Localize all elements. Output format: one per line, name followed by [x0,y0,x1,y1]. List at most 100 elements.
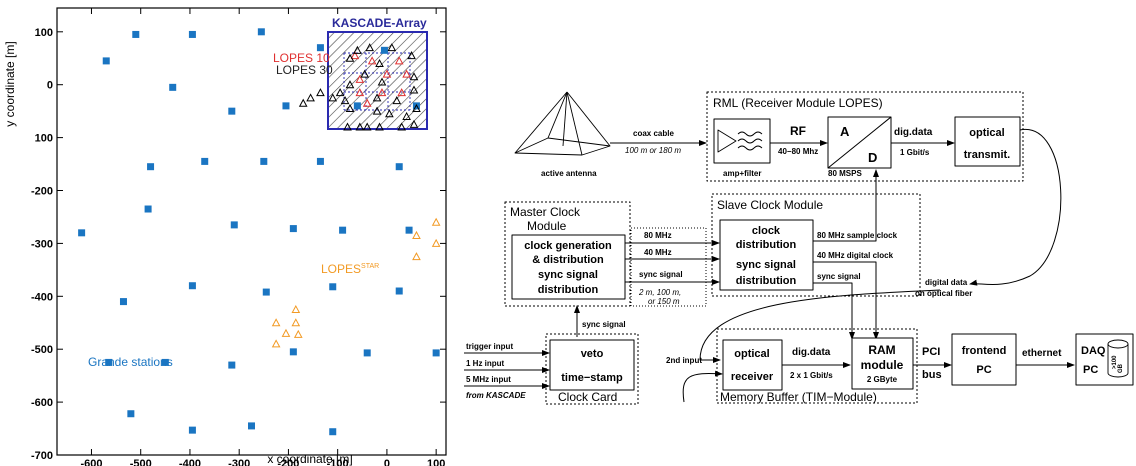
grande-station-marker [405,226,413,234]
antenna-marker [365,43,375,52]
antenna-marker [360,69,370,78]
daq-pc-label: PC [1083,364,1098,376]
fiber-to-receiver [699,289,941,363]
antenna-marker [412,103,421,113]
rml-module [706,91,1024,182]
antenna-marker [271,339,281,348]
x-tick-label: 0 [384,458,390,466]
antenna-marker [377,77,387,86]
y-tick-label: -400 [31,291,53,303]
slave-line2: distribution [736,239,797,251]
grande-stations-label: Grande stations [88,355,173,369]
fiber-note2: on optical fiber [915,289,972,298]
grande-station-marker [248,422,255,430]
antenna-marker [431,217,441,226]
sync-up-label: sync signal [582,320,626,329]
clock-card-title: Clock Card [558,390,617,404]
master-title2: Module [527,219,567,233]
antenna-marker [345,80,355,89]
antenna-marker [409,72,419,81]
grande-station-marker [127,410,135,418]
antenna-marker [343,122,352,131]
membuf-title: Memory Buffer (TIM−Module) [720,390,877,404]
master-line4: distribution [538,284,599,296]
grande-station-marker [260,157,268,165]
clk40-label: 40 MHz digital clock [817,251,894,260]
antenna-marker [377,88,387,97]
cable-note1: 2 m, 100 m, [638,288,681,297]
grande-station-marker [201,157,209,165]
antenna-marker [397,88,407,97]
gbyte-label: 2 GByte [867,375,898,384]
antenna-marker [375,122,384,131]
digdata-rate: 1 Gbit/s [900,148,930,157]
antenna-marker [431,238,441,247]
antenna-marker [306,93,315,102]
antenna-marker [350,51,360,60]
grande-station-marker [188,282,196,290]
plot-frame [56,7,447,456]
antenna-label: active antenna [541,169,597,178]
grande-station-marker [144,205,152,213]
antenna-marker [355,122,365,131]
antenna-marker [362,122,372,131]
disk-icon [1107,339,1129,378]
grande-station-marker [395,163,403,171]
antenna-marker [372,106,382,115]
clock-generation-box [511,234,626,300]
bus-label: bus [922,369,942,381]
grande-station-marker [282,102,290,110]
slave-clock-module [711,193,921,297]
y-tick-label: -200 [31,186,53,198]
trigger-input: trigger input [466,342,513,351]
x-tick-label: -200 [277,458,299,466]
antenna-marker [387,43,397,52]
lopes10-label: LOPES 10 [273,51,330,65]
y-axis-label: y coordinate [m] [3,41,17,126]
timestamp-label: time−stamp [561,372,623,384]
antenna-marker [382,69,392,78]
optical-transmitter-box [954,116,1021,167]
slave-line3: sync signal [736,259,796,271]
antenna-marker [271,318,281,327]
from-kascade: from KASCADE [466,391,526,400]
fiber-note1: digital data [925,278,968,287]
grande-station-marker [329,428,337,436]
antenna-marker [353,45,362,54]
clock-distribution-box [719,219,814,291]
optical-receiver-box [722,339,783,391]
antenna-marker [355,88,365,97]
antenna-marker [412,252,421,261]
antenna-marker [328,93,338,102]
y-tick-label: -600 [31,397,53,409]
y-tick-label: -700 [31,450,53,462]
x-axis-label: x coordinate [m] [267,452,352,466]
y-tick-label: -300 [31,238,53,250]
series-lopes-30 [298,43,421,131]
cable-note2: or 150 m [648,297,680,306]
grande-station-marker [262,288,270,296]
antenna-marker [385,109,394,118]
grande-station-marker [316,44,324,52]
x-tick-label: 100 [427,458,445,466]
antenna-marker [291,318,301,327]
grande-station-marker [228,361,236,369]
antenna-marker [402,111,411,120]
antenna-marker [281,328,291,337]
x-tick-label: -500 [130,458,152,466]
antenna-marker [397,122,407,131]
lopesstar-label: LOPESSTAR [321,262,379,276]
antenna-marker [372,93,382,102]
grande-station-marker [289,225,297,233]
antenna-marker [362,98,372,107]
hz1-input: 1 Hz input [466,359,505,368]
grande-station-marker [105,358,113,366]
grande-station-marker [188,30,196,38]
master-title1: Master Clock [510,205,581,219]
amp-filter-icon [717,129,763,153]
grande-station-marker [169,83,177,91]
antenna-marker [412,230,421,239]
antenna-marker [409,119,419,128]
grande-station-marker [228,107,236,115]
veto-timestamp-box [549,339,635,391]
